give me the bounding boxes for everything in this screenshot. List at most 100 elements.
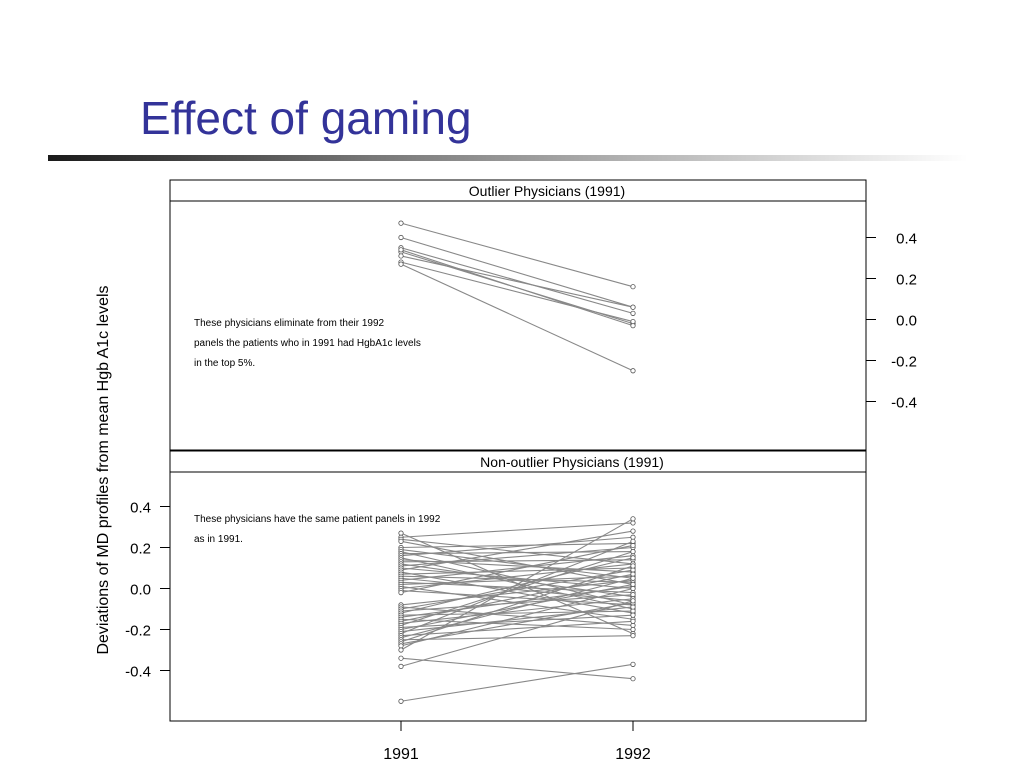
panel-non-outlier-profile-point xyxy=(398,647,404,653)
panel-outlier-profile-line xyxy=(400,249,634,327)
panel-non-outlier-profile-point xyxy=(630,626,636,633)
panel-non-outlier-profile-line xyxy=(400,546,634,567)
panel-non-outlier-profile-line xyxy=(400,587,634,647)
panel-non-outlier-frame xyxy=(169,471,867,722)
panel-non-outlier-profile-line xyxy=(400,540,634,635)
panel-non-outlier-note-line-1: These physicians have the same patient p… xyxy=(194,514,441,525)
panel-outlier-profile-point xyxy=(398,253,404,259)
panel-non-outlier-profile-line xyxy=(400,551,634,626)
panel-non-outlier-profile-line xyxy=(400,594,634,612)
panel-non-outlier-profile-point xyxy=(630,516,636,522)
title-divider xyxy=(48,155,968,161)
panel-outlier: Outlier Physicians (1991) These physicia… xyxy=(169,179,917,451)
panel-non-outlier-profile-point xyxy=(630,528,636,534)
panel-non-outlier-profile-line xyxy=(400,657,634,680)
panel-non-outlier-profile-line xyxy=(400,575,634,585)
panel-non-outlier-profile-line xyxy=(400,549,634,579)
x-tick-label: 1992 xyxy=(615,746,651,763)
panel-non-outlier-profile-line xyxy=(400,618,634,631)
panel-outlier-profile-line xyxy=(400,222,634,288)
panel-outlier-note-line-1: These physicians eliminate from their 19… xyxy=(194,318,385,329)
slide-title: Effect of gaming xyxy=(140,92,472,144)
panel-non-outlier-profile-line xyxy=(400,544,634,594)
panel-non-outlier-profile-point xyxy=(630,618,636,624)
panel-non-outlier-profile-point xyxy=(398,698,404,704)
y-tick-label: -0.2 xyxy=(125,623,151,640)
panel-non-outlier-profile-point xyxy=(630,598,636,604)
panel-outlier-profile-line xyxy=(400,247,634,314)
panel-non-outlier-profile-line xyxy=(400,635,634,641)
panel-outlier-profile-point xyxy=(398,247,404,253)
panel-outlier-profile-point xyxy=(398,261,404,267)
panel-non-outlier-profile-line xyxy=(400,551,634,555)
panel-outlier-profile-line xyxy=(400,261,634,323)
panel-outlier-profile-line xyxy=(400,263,634,372)
panel-outlier-note-line-3: in the top 5%. xyxy=(194,358,255,369)
panel-non-outlier-profile-point xyxy=(398,538,404,544)
panel-non-outlier-profile-line xyxy=(400,557,634,610)
panel-non-outlier-profile-line xyxy=(400,557,634,614)
x-axis: 1991 1992 xyxy=(383,721,651,763)
panel-outlier-profile-line xyxy=(400,236,634,308)
y-tick-label: -0.2 xyxy=(891,354,917,371)
panel-non-outlier-profile-line xyxy=(400,575,634,583)
panel-non-outlier-profile-point xyxy=(398,655,404,661)
panel-non-outlier-profile-line xyxy=(400,606,634,626)
panel-non-outlier-profile-point xyxy=(630,538,636,544)
panel-non-outlier-profile-line xyxy=(400,542,634,549)
panel-non-outlier-profile-line xyxy=(400,620,634,637)
panel-non-outlier-profile-point xyxy=(630,676,636,682)
panel-outlier-profile-point xyxy=(630,318,636,325)
y-tick-label: -0.4 xyxy=(125,664,151,681)
panel-non-outlier-profile-line xyxy=(400,663,634,702)
panel-non-outlier-profile-line xyxy=(400,522,634,538)
panel-non-outlier-profile-line xyxy=(400,567,634,590)
panel-outlier-profile-point xyxy=(630,368,636,374)
panel-non-outlier-profile-point xyxy=(630,548,636,555)
panel-outlier-y-axis: 0.4 0.2 0.0 -0.2 -0.4 xyxy=(866,231,917,412)
panel-non-outlier-profile-line xyxy=(400,565,634,643)
panel-non-outlier-note-line-2: as in 1991. xyxy=(194,534,243,545)
y-tick-label: 0.0 xyxy=(896,313,917,330)
panel-non-outlier-profile-point xyxy=(630,612,636,618)
panel-non-outlier-profile-line xyxy=(400,567,634,575)
panel-outlier-profile-point xyxy=(630,304,636,310)
panel-outlier-profiles xyxy=(398,220,636,374)
panel-non-outlier-profile-point xyxy=(630,555,636,561)
panel-non-outlier-profile-point xyxy=(398,589,404,596)
panel-outlier-profile-point xyxy=(630,284,636,290)
panel-non-outlier-profile-point xyxy=(630,633,636,639)
panel-non-outlier: Non-outlier Physicians (1991) These phys… xyxy=(125,450,867,722)
y-tick-label: 0.2 xyxy=(130,541,151,558)
panel-outlier-frame xyxy=(169,200,867,451)
y-tick-label: 0.4 xyxy=(130,500,151,517)
panel-non-outlier-profile-point xyxy=(630,563,636,569)
panel-non-outlier-profile-line xyxy=(400,614,634,628)
panel-non-outlier-profile-point xyxy=(398,663,404,670)
x-tick-label: 1991 xyxy=(383,746,419,763)
panel-non-outlier-y-axis: 0.4 0.2 0.0 -0.2 -0.4 xyxy=(125,500,170,681)
panel-outlier-profile-point xyxy=(398,234,404,241)
panel-non-outlier-profile-line xyxy=(400,555,634,581)
panel-non-outlier-profile-line xyxy=(400,583,634,631)
panel-non-outlier-profile-line xyxy=(400,598,634,624)
panel-outlier-profile-point xyxy=(398,220,404,226)
panel-outlier-strip-label: Outlier Physicians (1991) xyxy=(469,183,625,199)
panel-outlier-profile-line xyxy=(400,255,634,308)
y-tick-label: 0.0 xyxy=(130,582,151,599)
y-tick-label: 0.4 xyxy=(896,231,917,248)
panel-non-outlier-profile-point xyxy=(630,585,636,592)
panel-non-outlier-profiles xyxy=(398,516,636,704)
panel-outlier-profile-point xyxy=(630,310,636,316)
y-tick-label: 0.2 xyxy=(896,272,917,289)
y-axis-title: Deviations of MD profiles from mean Hgb … xyxy=(95,285,112,654)
panel-non-outlier-profile-line xyxy=(400,600,634,667)
panel-non-outlier-profile-line xyxy=(400,530,634,571)
panel-non-outlier-profile-line xyxy=(400,579,634,606)
panel-non-outlier-profile-point xyxy=(630,661,636,667)
panel-non-outlier-profile-line xyxy=(400,602,634,645)
panel-outlier-note-line-2: panels the patients who in 1991 had HgbA… xyxy=(194,338,421,349)
panel-non-outlier-profile-line xyxy=(400,518,634,651)
panel-non-outlier-strip-label: Non-outlier Physicians (1991) xyxy=(480,454,664,470)
